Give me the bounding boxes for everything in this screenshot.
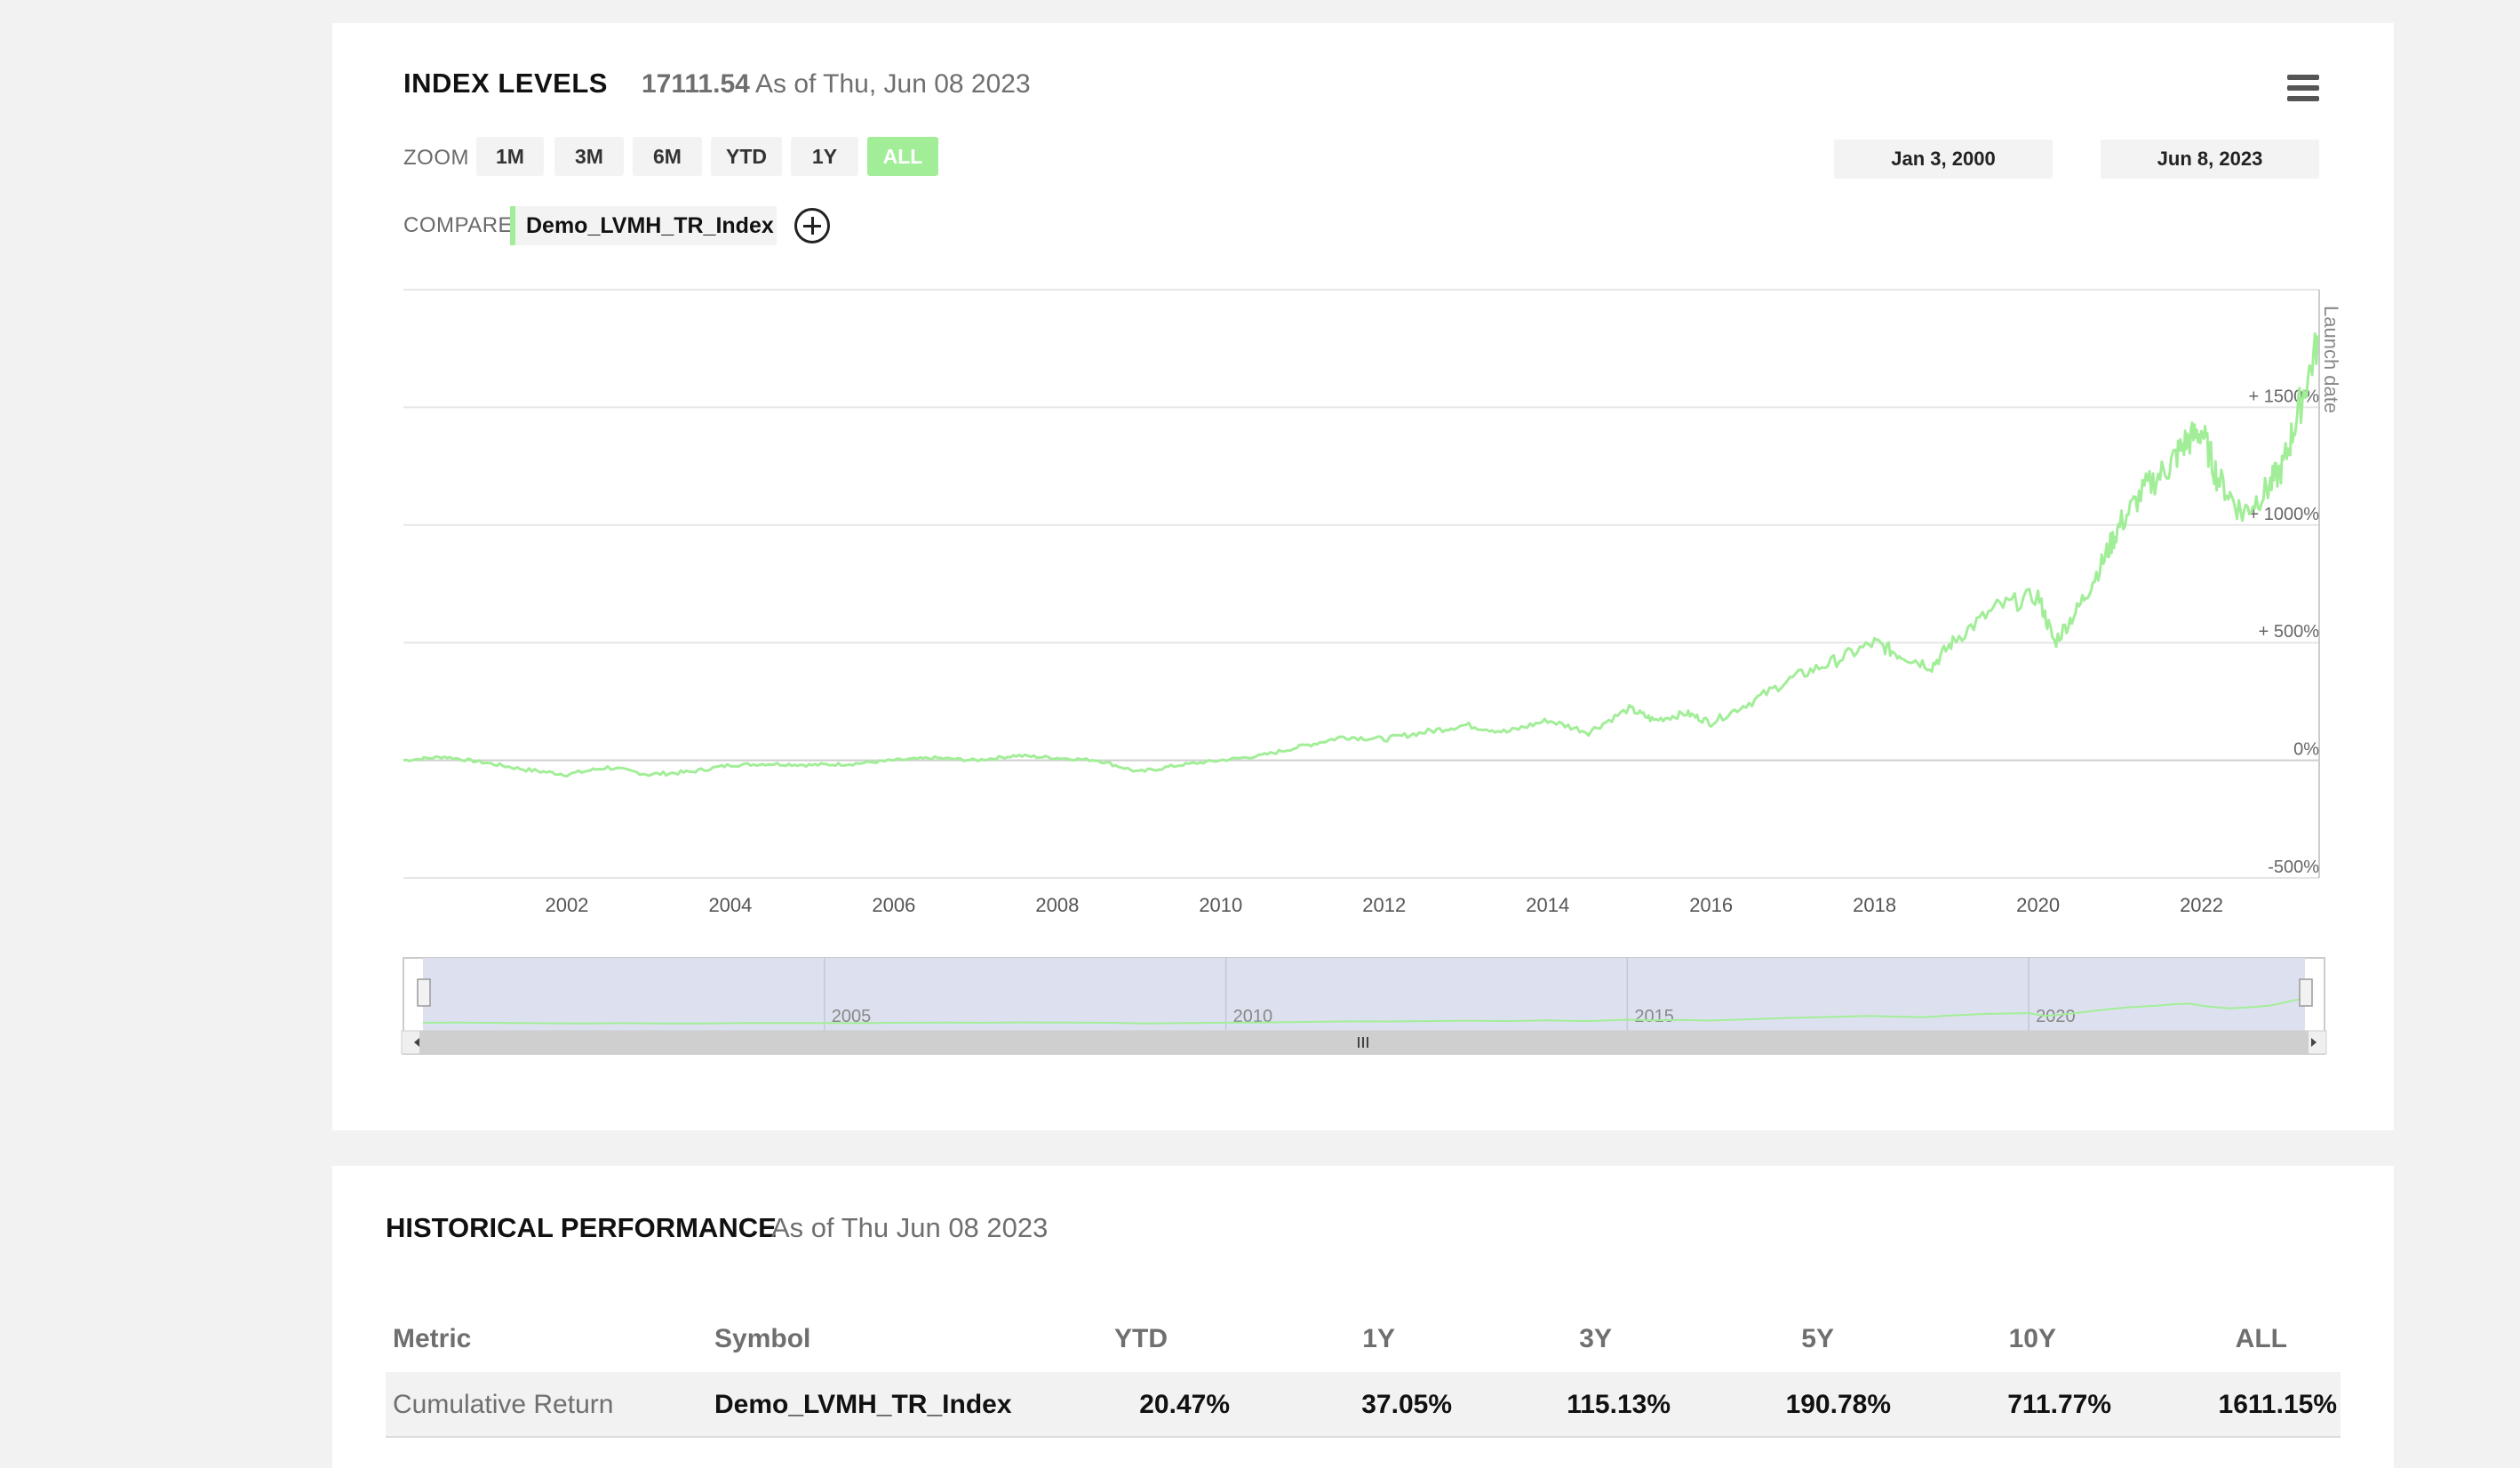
cell-symbol: Demo_LVMH_TR_Index (714, 1390, 1012, 1419)
hamburger-menu-icon[interactable] (2287, 75, 2319, 101)
x-tick-label: 2002 (545, 894, 588, 916)
zoom-6m-button[interactable]: 6M (633, 137, 702, 176)
navigator-right-handle[interactable] (2299, 978, 2313, 1007)
historical-performance-card: HISTORICAL PERFORMANCE As of Thu Jun 08 … (332, 1166, 2394, 1468)
column-header-3y: 3Y (1579, 1324, 1612, 1353)
cell-all: 1611.15% (2218, 1390, 2337, 1419)
x-tick-label: 2008 (1035, 894, 1079, 916)
cell-5y: 190.78% (1785, 1390, 1891, 1419)
navigator-tick-label: 2015 (1634, 1007, 1674, 1026)
chart-grid (403, 289, 2320, 879)
column-header-1y: 1Y (1362, 1324, 1395, 1353)
y-tick-label: + 1500% (2248, 387, 2319, 406)
zoom-1m-button[interactable]: 1M (476, 137, 544, 176)
zoom-1y-button[interactable]: 1Y (791, 137, 858, 176)
y-tick-label: 0% (2293, 740, 2319, 760)
column-header-ytd: YTD (1114, 1324, 1168, 1353)
performance-as-of-date: As of Thu Jun 08 2023 (771, 1212, 1049, 1243)
series-line (403, 331, 2320, 778)
cell-metric: Cumulative Return (393, 1390, 614, 1419)
x-tick-label: 2018 (1853, 894, 1896, 916)
zoom-label: ZOOM (403, 146, 469, 170)
y-tick-label: + 500% (2259, 622, 2320, 642)
x-tick-label: 2012 (1362, 894, 1406, 916)
navigator-left-handle[interactable] (417, 978, 431, 1007)
zoom-3m-button[interactable]: 3M (554, 137, 624, 176)
x-tick-label: 2006 (872, 894, 915, 916)
plus-circle-icon[interactable] (794, 208, 830, 243)
x-axis-ticks: 2002 2004 2006 2008 2010 2012 2014 2016 2018 2020… (545, 894, 2223, 916)
cell-1y: 37.05% (1361, 1390, 1452, 1419)
y-tick-label: -500% (2268, 858, 2319, 877)
zoom-all-button[interactable]: ALL (867, 137, 938, 176)
navigator-ticks: 2005 2010 2015 2020 (824, 958, 2076, 1031)
x-tick-label: 2014 (1526, 894, 1569, 916)
navigator-tick-label: 2010 (1233, 1007, 1273, 1026)
column-header-5y: 5Y (1801, 1324, 1834, 1353)
table-row (386, 1372, 2341, 1438)
index-as-of-date: As of Thu, Jun 08 2023 (755, 69, 1031, 99)
x-tick-label: 2010 (1199, 894, 1242, 916)
index-current-value: 17111.54 (642, 69, 750, 99)
scroll-right-arrow-icon[interactable] (2311, 1038, 2317, 1047)
navigator-tick-label: 2005 (832, 1007, 872, 1026)
scroll-left-arrow-icon[interactable] (414, 1038, 419, 1047)
navigator-series-line (422, 997, 2306, 1025)
scrollbar-grip-icon[interactable] (1358, 1037, 1368, 1048)
date-to-input[interactable]: Jun 8, 2023 (2101, 140, 2319, 179)
column-header-symbol: Symbol (714, 1324, 811, 1353)
zoom-ytd-button[interactable]: YTD (711, 137, 782, 176)
column-header-metric: Metric (393, 1324, 472, 1353)
navigator-tick-label: 2020 (2036, 1007, 2076, 1026)
compare-label: COMPARE (403, 213, 514, 237)
cell-ytd: 20.47% (1139, 1390, 1230, 1419)
column-header-all: ALL (2235, 1324, 2287, 1353)
cell-10y: 711.77% (2007, 1390, 2111, 1419)
index-levels-title: INDEX LEVELS (403, 68, 608, 99)
x-tick-label: 2016 (1689, 894, 1733, 916)
column-header-10y: 10Y (2008, 1324, 2056, 1353)
y-tick-label: + 1000% (2248, 505, 2319, 524)
date-from-input[interactable]: Jan 3, 2000 (1834, 140, 2053, 179)
index-levels-chart: -500% 0% + 500% + 1000% + 1500% 2002 2004 2006… (401, 289, 2342, 1055)
x-tick-label: 2004 (708, 894, 752, 916)
index-levels-card: INDEX LEVELS 17111.54 As of Thu, Jun 08 … (332, 23, 2394, 1130)
historical-performance-title: HISTORICAL PERFORMANCE (386, 1212, 777, 1243)
x-tick-label: 2022 (2180, 894, 2223, 916)
x-tick-label: 2020 (2016, 894, 2060, 916)
compare-series-chip[interactable]: Demo_LVMH_TR_Index (510, 206, 777, 245)
cell-3y: 115.13% (1567, 1390, 1671, 1419)
launch-date-annotation: Launch date (2320, 306, 2342, 413)
